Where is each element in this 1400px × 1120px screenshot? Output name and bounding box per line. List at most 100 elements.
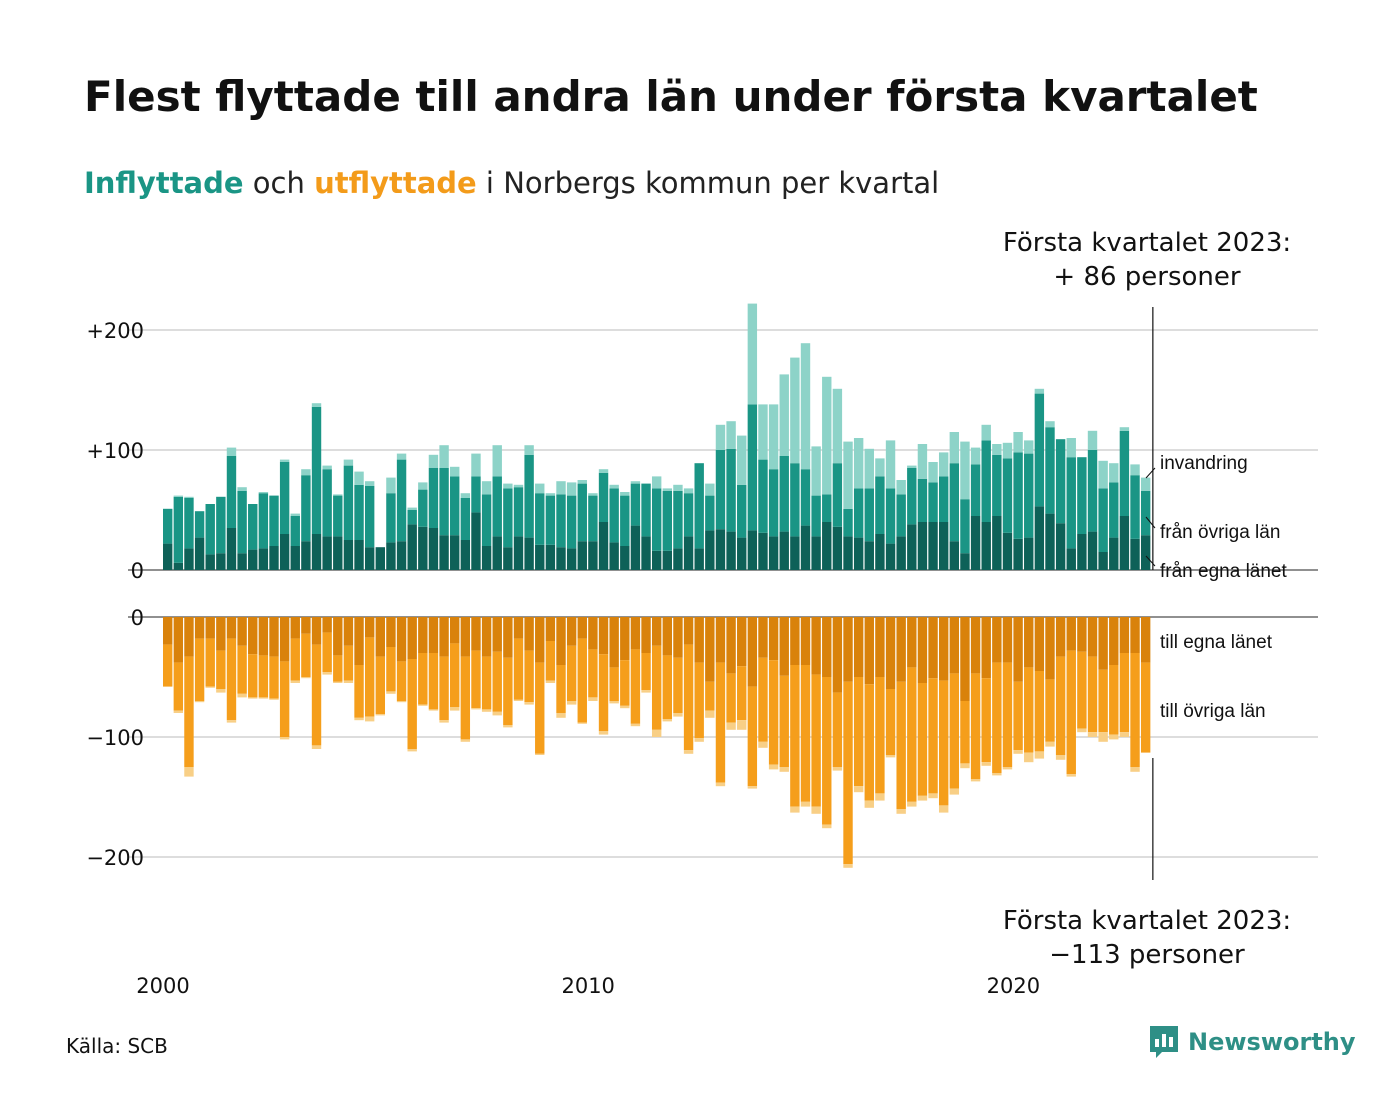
bar-out <box>651 645 662 730</box>
bar-in <box>917 522 928 570</box>
bar-in <box>226 528 237 570</box>
bar-in <box>917 444 928 479</box>
bar-in <box>556 494 566 548</box>
bar-in <box>1140 535 1151 570</box>
subtitle-inflyttade: Inflyttade <box>84 166 244 200</box>
bar-out <box>938 680 949 806</box>
bar-out <box>354 717 364 721</box>
bar-in <box>1013 538 1023 570</box>
annotation-bottom-line2: −113 personer <box>1049 940 1245 970</box>
newsworthy-logo[interactable]: Newsworthy <box>1148 1022 1356 1062</box>
bar-out <box>524 702 534 705</box>
bar-in <box>481 546 492 570</box>
series-label: till övriga län <box>1160 701 1266 722</box>
bar-in <box>747 303 758 405</box>
bar-out <box>566 645 577 701</box>
bar-out <box>205 617 215 639</box>
bar-in <box>864 541 874 570</box>
bar-out <box>726 673 736 723</box>
bar-out <box>237 693 247 698</box>
bar-in <box>822 376 832 495</box>
bar-out <box>1119 653 1130 733</box>
bar-out <box>1130 617 1140 653</box>
bar-out <box>662 719 673 722</box>
bar-out <box>428 709 439 711</box>
bar-in <box>524 454 534 538</box>
chart-subtitle: Inflyttade och utflyttade i Norbergs kom… <box>84 166 939 200</box>
bar-out <box>694 738 704 742</box>
bar-out <box>949 673 960 789</box>
bar-in <box>938 476 949 522</box>
bar-in <box>598 472 609 522</box>
bar-out <box>566 701 577 705</box>
bar-in <box>396 459 407 542</box>
bar-out <box>683 617 694 645</box>
bar-in <box>715 529 726 570</box>
bar-in <box>896 494 906 537</box>
bar-out <box>960 617 970 701</box>
bar-in <box>726 531 736 570</box>
bar-out <box>1034 617 1045 671</box>
bar-out <box>481 656 492 710</box>
bar-in <box>1024 537 1034 570</box>
bar-in <box>588 495 598 542</box>
bar-in <box>322 469 332 537</box>
newsworthy-icon <box>1150 1026 1178 1058</box>
bar-in <box>311 534 322 570</box>
bar-out <box>1119 617 1130 653</box>
bar-in <box>1002 458 1013 533</box>
bar-in <box>184 496 194 498</box>
bar-in <box>492 445 502 477</box>
bar-out <box>715 782 726 787</box>
bar-out <box>205 686 215 688</box>
bar-in <box>822 494 832 522</box>
bar-in <box>917 478 928 522</box>
bar-out <box>907 667 917 802</box>
bar-in <box>556 481 566 495</box>
bar-in <box>194 537 205 570</box>
bar-in <box>290 516 300 546</box>
bar-in <box>992 516 1002 570</box>
bar-out <box>471 708 481 710</box>
bar-out <box>609 667 619 701</box>
bar-out <box>726 617 736 674</box>
series-pointer <box>1145 516 1156 529</box>
bar-out <box>524 650 534 703</box>
bar-in <box>758 459 768 533</box>
bar-in <box>535 493 545 545</box>
bar-out <box>864 617 874 685</box>
bar-in <box>768 536 779 570</box>
bar-out <box>768 617 779 661</box>
bar-in <box>279 462 290 534</box>
bar-in <box>864 488 874 542</box>
bar-in <box>269 546 279 570</box>
bar-out <box>216 689 226 693</box>
bar-out <box>1002 617 1013 663</box>
bar-out <box>513 617 524 639</box>
bar-in <box>790 463 800 537</box>
x-tick: 2020 <box>987 974 1040 998</box>
bar-out <box>598 731 609 735</box>
bar-in <box>450 476 460 536</box>
bar-out <box>333 655 343 682</box>
bar-in <box>715 450 726 530</box>
bar-out <box>949 617 960 674</box>
bar-in <box>205 554 215 570</box>
bar-out <box>364 637 375 717</box>
bar-in <box>875 476 885 534</box>
bar-in <box>726 448 736 532</box>
bar-in <box>301 469 311 476</box>
bar-out <box>588 617 598 650</box>
annotation-top-line1: Första kvartalet 2023: <box>1002 228 1292 258</box>
bar-out <box>779 617 789 676</box>
bar-in <box>673 484 683 491</box>
bar-out <box>747 686 758 787</box>
bar-out <box>1045 741 1055 747</box>
bar-in <box>1055 439 1066 524</box>
bar-out <box>248 697 258 699</box>
bar-out <box>885 755 896 758</box>
bar-out <box>790 665 800 807</box>
bar-out <box>1098 617 1108 670</box>
bar-in <box>907 465 917 468</box>
brand-name: Newsworthy <box>1188 1028 1356 1056</box>
